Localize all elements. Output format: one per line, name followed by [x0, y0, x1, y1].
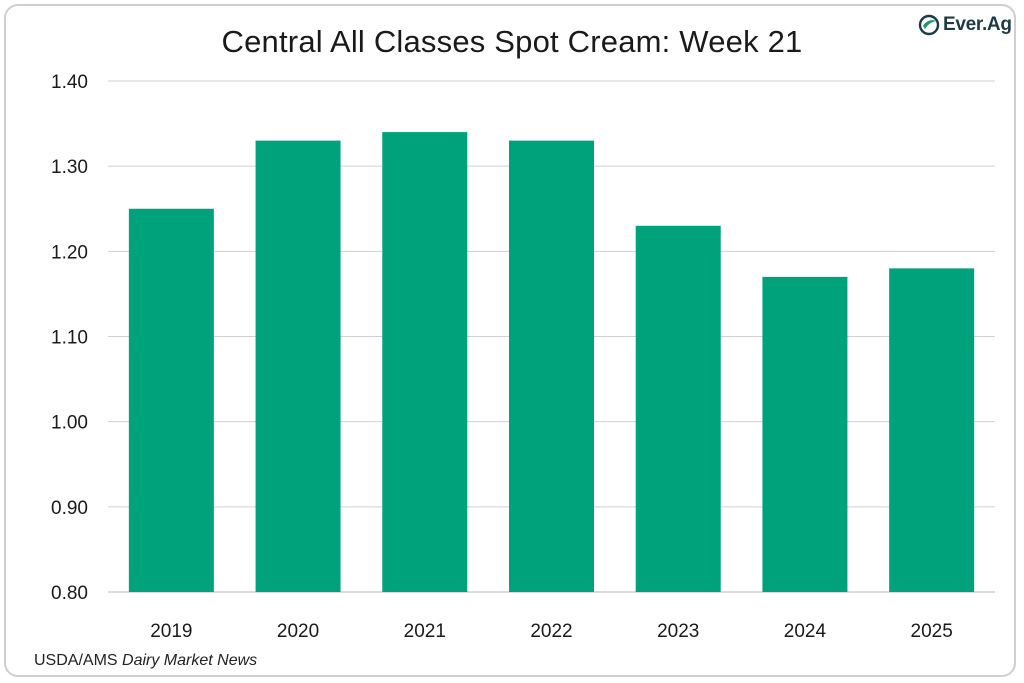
source-prefix: USDA/AMS	[34, 652, 123, 669]
bar-2019	[128, 208, 214, 592]
y-tick-label: 1.10	[51, 328, 88, 349]
bar-2021	[382, 132, 468, 592]
logo-text: Ever.Ag	[943, 14, 1012, 35]
bar-2020	[255, 140, 341, 592]
chart-title: Central All Classes Spot Cream: Week 21	[221, 24, 803, 59]
x-tick-label: 2025	[911, 621, 953, 642]
y-tick-label: 1.30	[51, 157, 88, 178]
x-tick-label: 2019	[150, 621, 192, 642]
bar-2025	[889, 268, 975, 592]
x-tick-label: 2023	[657, 621, 699, 642]
y-tick-label: 1.00	[51, 413, 88, 434]
bar-2023	[635, 225, 721, 593]
source-note: USDA/AMS Dairy Market News	[34, 652, 257, 670]
x-axis-tick-labels: 2019 2020 2021 2022 2023 2024 2025	[150, 621, 953, 642]
x-tick-label: 2020	[277, 621, 319, 642]
brand-logo: Ever.Ag	[918, 14, 1012, 36]
bar-2022	[509, 140, 594, 592]
y-tick-label: 1.40	[51, 72, 88, 93]
source-publication: Dairy Market News	[122, 652, 258, 669]
x-tick-label: 2022	[530, 621, 572, 642]
x-tick-label: 2024	[784, 621, 827, 642]
y-axis-tick-labels: 0.80 0.90 1.00 1.10 1.20 1.30 1.40	[51, 72, 88, 604]
y-tick-label: 0.90	[51, 498, 88, 519]
x-tick-label: 2021	[404, 621, 446, 642]
bars	[128, 132, 975, 593]
everag-leaf-icon	[918, 14, 940, 36]
y-tick-label: 1.20	[51, 242, 88, 263]
y-tick-label: 0.80	[51, 583, 88, 604]
bar-2024	[762, 276, 848, 592]
